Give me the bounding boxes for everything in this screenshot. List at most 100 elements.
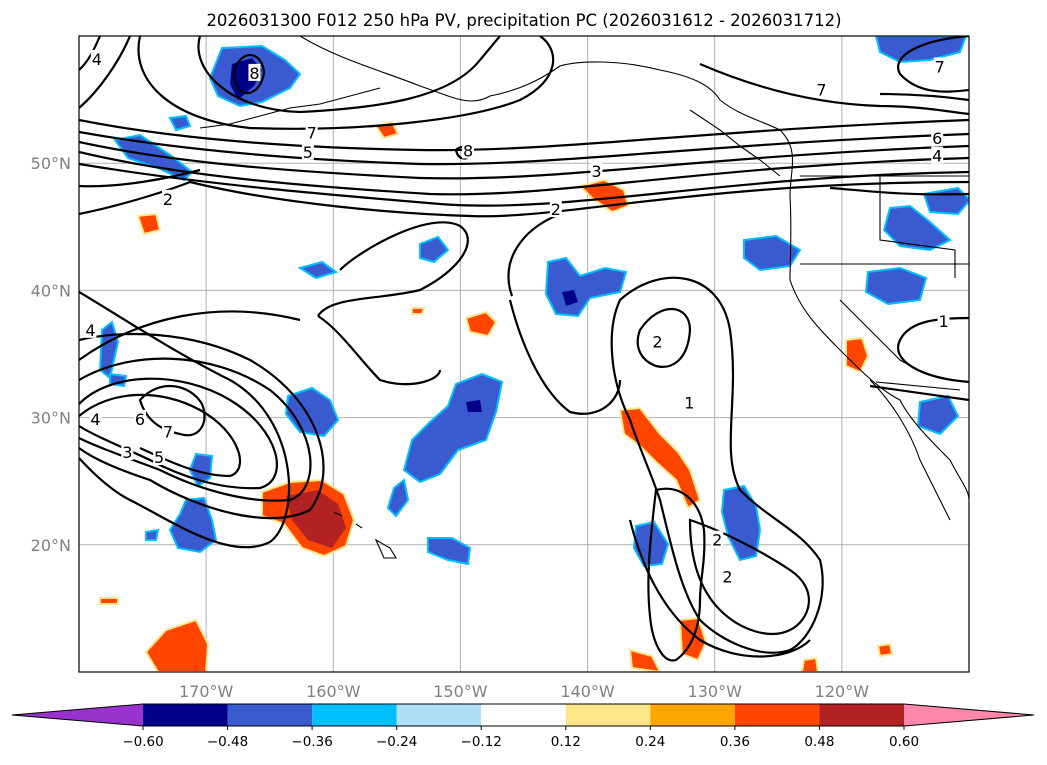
contour-label-bg [683,393,696,411]
precip-core-strong-positive [286,490,346,548]
precip-blob-positive [464,310,498,338]
precip-blob-negative [145,528,160,541]
x-tick-label: 160°W [306,682,361,701]
colorbar-tick-label: −0.12 [461,734,502,750]
precip-blob-negative [419,235,450,264]
precip-core-strong-negative [466,400,482,412]
colorbar: −0.60 −0.48 −0.36 −0.24 −0.12 0.12 0.24 0.36 0.4… [11,703,1035,750]
colorbar-extend-high [904,704,1034,726]
precip-blob-negative [720,484,762,562]
contour-label: 4 [85,321,95,340]
precip-blob-positive [411,307,426,315]
contour-label: 4 [92,50,102,69]
contour-label: 7 [816,80,826,99]
y-tick-label: 50°N [31,154,71,173]
coastline-panhandle [689,109,781,177]
precip-blob-negative [297,260,339,280]
precip-blob-positive [800,656,820,672]
precip-blob-negative [864,266,928,306]
contour-label-bg [153,448,166,466]
pv-contour-line [79,310,301,361]
pv-contour-line [699,62,969,116]
x-tick-label: 130°W [688,682,743,701]
precip-blob-negative [882,204,952,252]
contour-label-bg [721,567,734,585]
colorbar-extend-low [12,704,143,726]
pv-contour-line [897,36,969,93]
pv-contour-line [688,518,810,635]
pv-contour-line [79,180,969,218]
coastlines [199,36,969,559]
contour-label: 7 [307,124,317,143]
contour-label: 1 [938,312,948,331]
pv-contour-line [232,54,266,95]
axis-tick-labels: 170°W 160°W 150°W 140°W 130°W 120°W 20°N 30°N 40… [31,154,870,701]
contour-label-bg [590,161,603,179]
pv-contour-line [317,221,469,317]
pv-contour-line [79,140,969,180]
contour-label-bg [711,530,724,548]
pv-contour-line [79,332,325,520]
colorbar-segment [396,704,482,726]
contour-label: 5 [154,448,164,467]
pv-contour-line [79,36,132,109]
pv-contour-line [79,393,242,478]
contour-label: 3 [591,162,601,181]
contour-label-bg [84,320,97,338]
pv-contour-line [79,162,969,207]
colorbar-tick-label: −0.36 [291,734,332,750]
border-california [839,299,919,371]
pv-contour-line [137,36,555,130]
colorbar-tick-label: 0.60 [889,734,919,750]
colorbar-tick-label: 0.48 [804,734,834,750]
pv-contour-line [636,307,692,368]
pv-contour-line [317,315,442,386]
colorbar-tick-label: −0.48 [207,734,248,750]
pv-contour-line [79,118,969,152]
contour-label: 2 [163,190,173,209]
colorbar-segment [227,704,313,726]
precip-blob-negative [386,478,410,518]
contour-label-bg [549,199,562,217]
chart-title: 2026031300 F012 250 hPa PV, precipitatio… [206,11,841,30]
contour-label: 2 [551,200,561,219]
contour-label: 5 [303,143,313,162]
precip-blob-positive [136,212,162,236]
pv-contour-line [79,36,102,71]
colorbar-tick-label: −0.60 [122,734,163,750]
precip-core-strong-negative [562,290,578,306]
x-tick-label: 150°W [433,682,488,701]
contour-label-bg [301,142,314,160]
precip-blob-positive [99,597,119,605]
colorbar-segment [481,704,566,726]
pv-contour-line [79,377,278,490]
map-background [79,36,969,672]
contour-label-bg [462,141,475,159]
contour-label-bg [134,409,147,427]
pv-contour-line [79,357,312,502]
contour-label-bg [162,189,174,207]
x-tick-label: 140°W [560,682,615,701]
contour-label-bg [651,332,664,350]
contour-label: 2 [652,332,662,351]
pv-contour-line [79,130,969,166]
contour-label-bg [162,422,174,440]
contour-label-bg [305,123,318,141]
colorbar-segment [143,704,228,726]
contour-label-bg [90,49,103,67]
contour-label: 3 [122,443,132,462]
colorbar-tick-label: 0.12 [551,734,581,750]
x-tick-label: 170°W [179,682,234,701]
contour-label: 8 [463,141,473,160]
pv-contour-line [647,487,706,662]
precip-blob-negative [168,114,192,132]
colorbar-segment [819,704,904,726]
contour-label-bg [931,128,944,146]
colorbar-segment [650,704,735,726]
pv-contour-line [628,519,811,658]
colorbar-segment [734,704,820,726]
pv-contour-line [79,150,969,196]
contour-label-bg [933,57,946,75]
